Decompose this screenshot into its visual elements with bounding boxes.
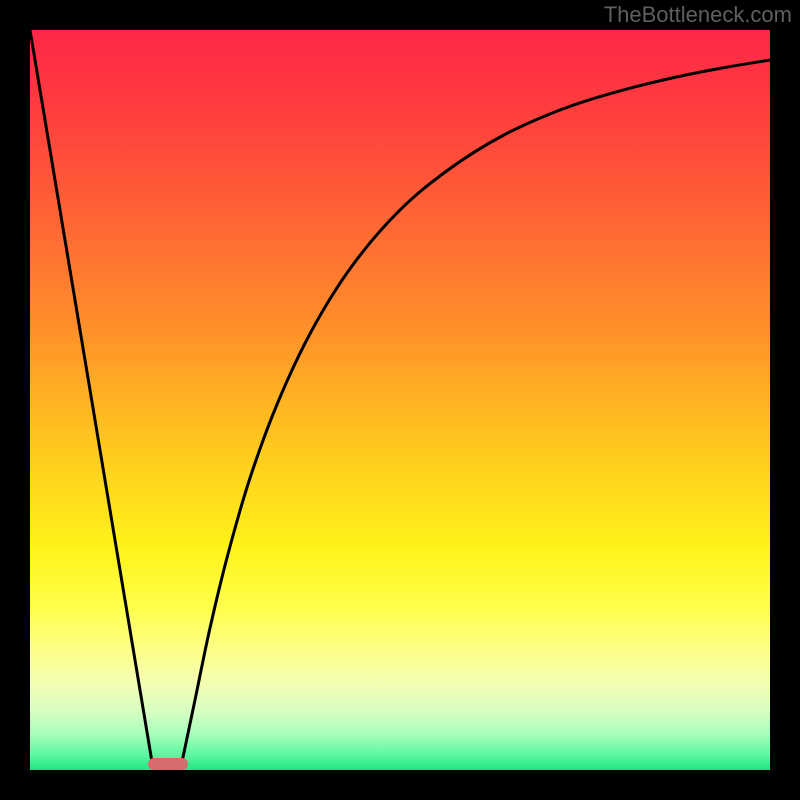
- gradient-background: [30, 30, 770, 770]
- bottleneck-chart: [0, 0, 800, 800]
- bottleneck-marker: [148, 758, 188, 770]
- chart-container: TheBottleneck.com: [0, 0, 800, 800]
- watermark-text: TheBottleneck.com: [604, 2, 792, 28]
